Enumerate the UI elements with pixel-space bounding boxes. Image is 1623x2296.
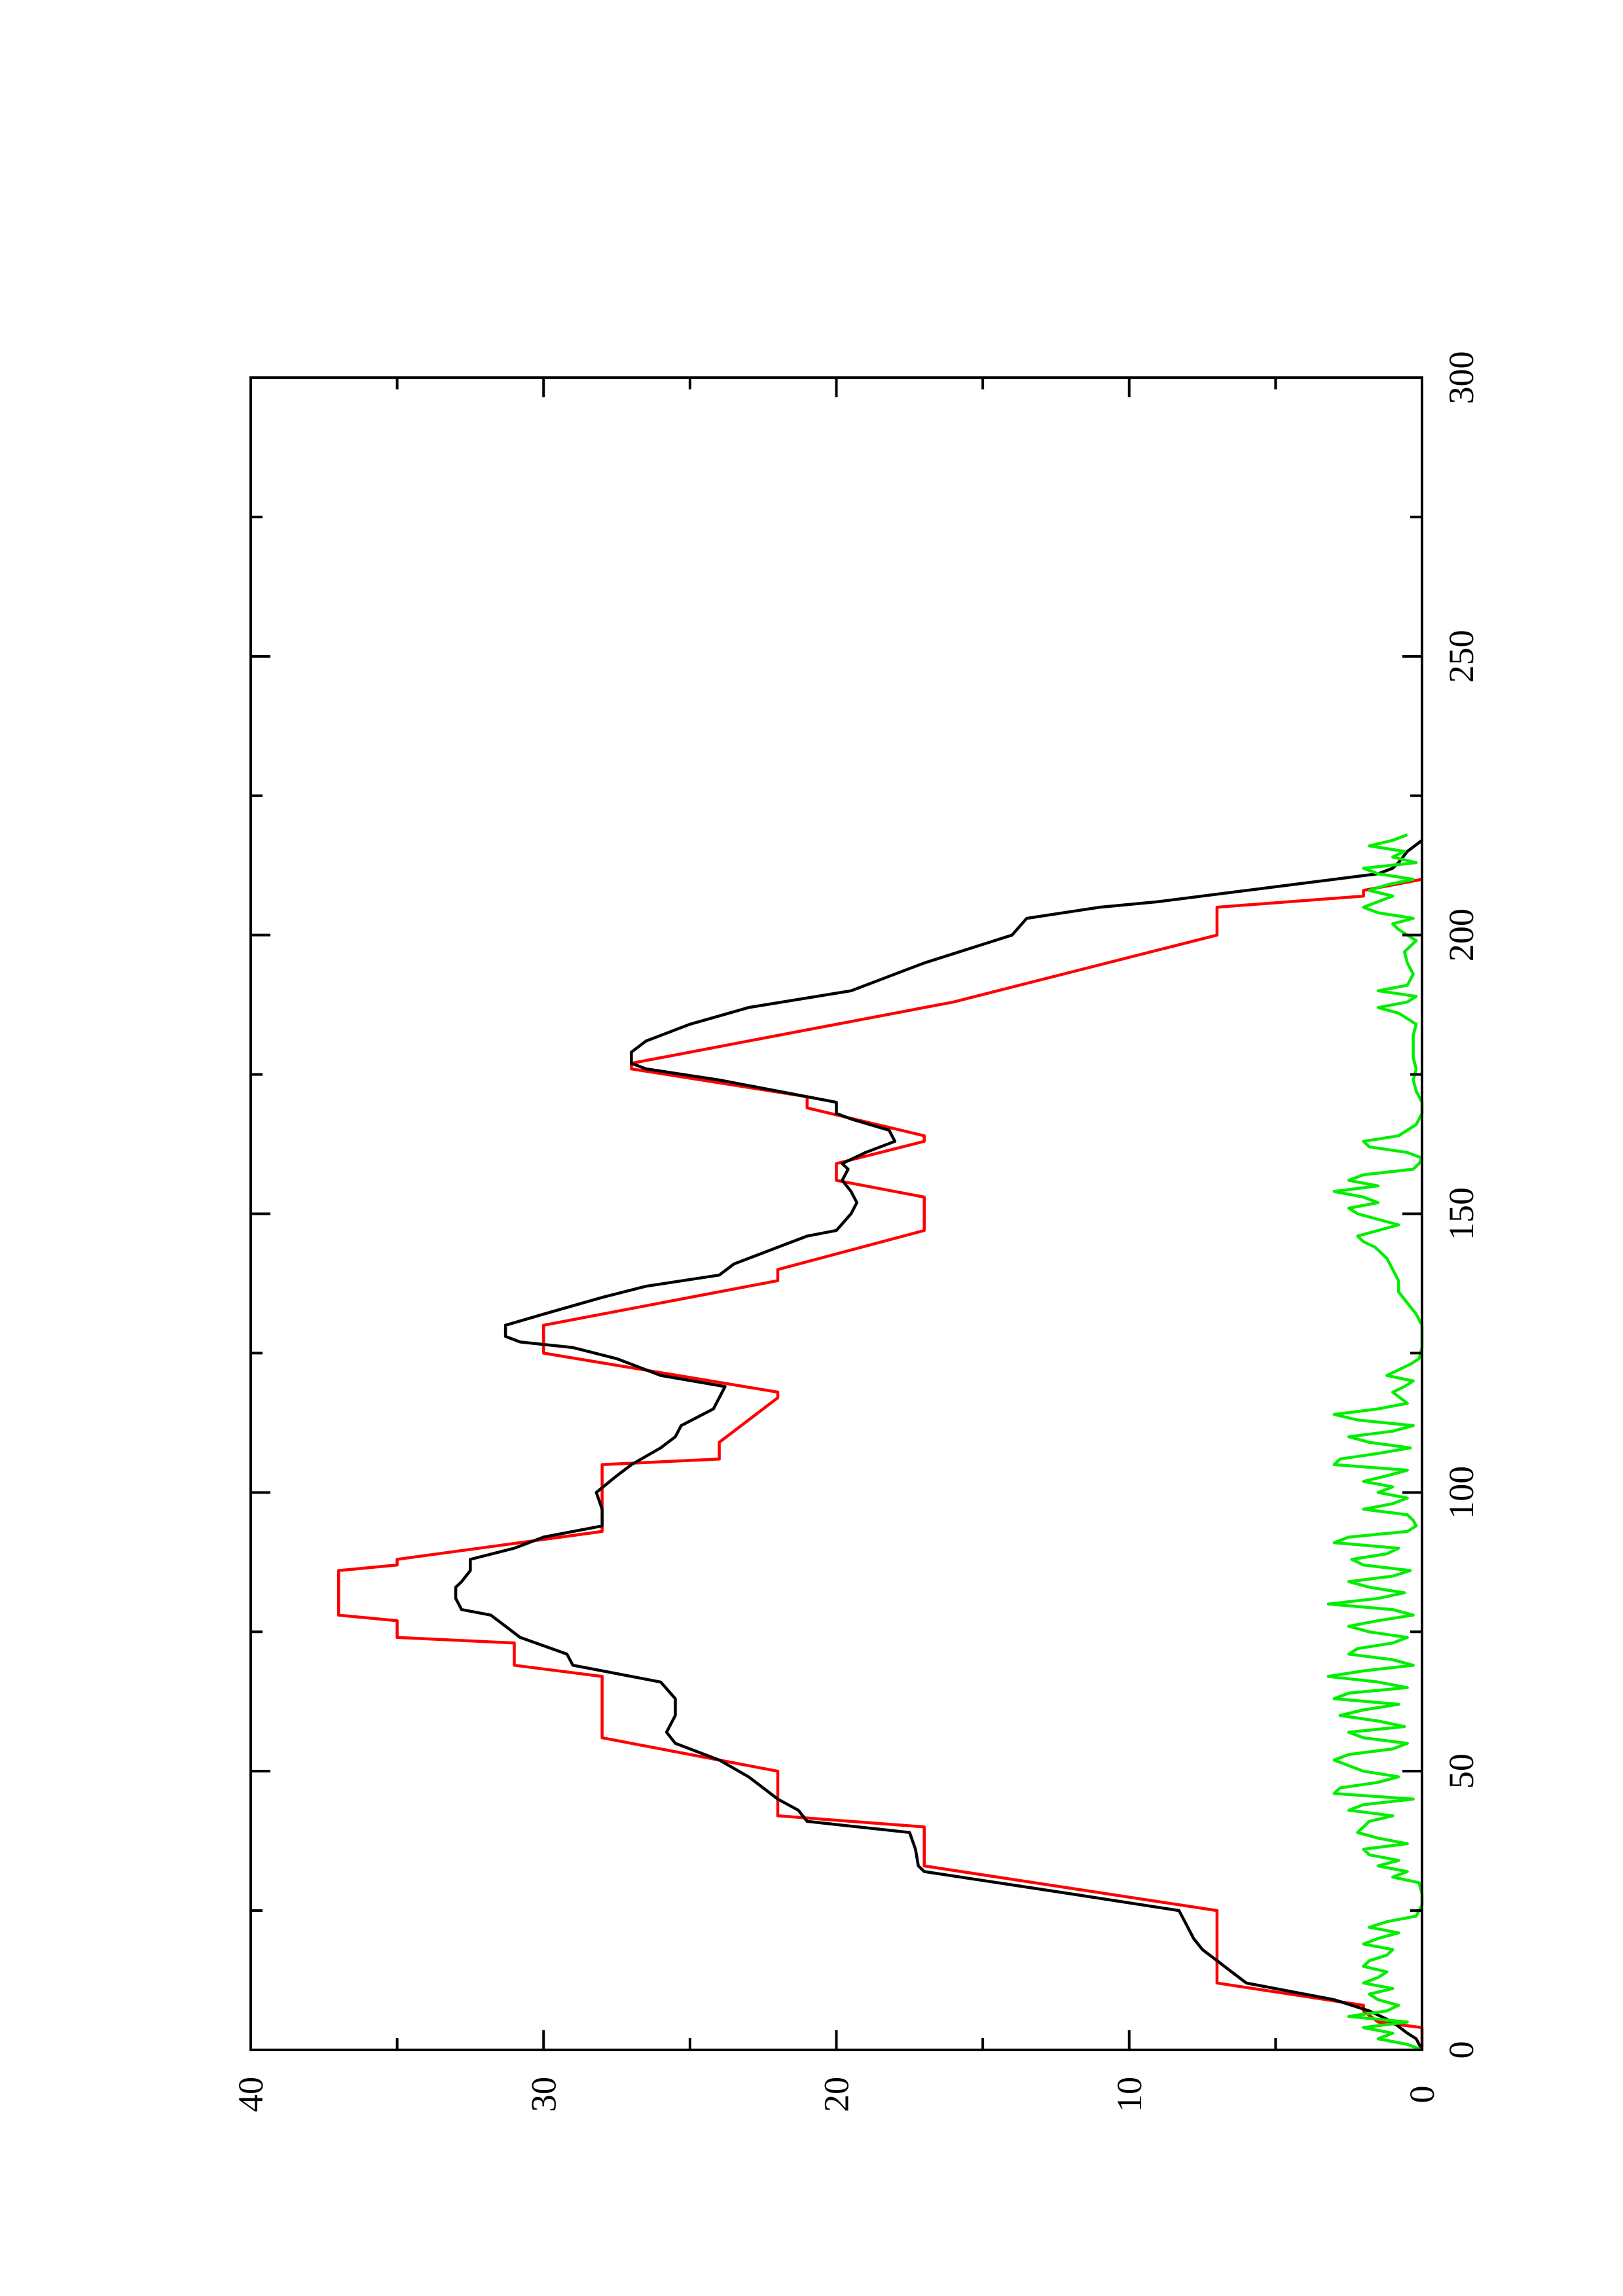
x-tick-label: 150 <box>1442 1187 1481 1240</box>
x-tick-label: 300 <box>1442 351 1481 404</box>
y-tick-label: 30 <box>524 2077 563 2112</box>
y-tick-label: 0 <box>1402 2086 1442 2104</box>
x-tick-label: 0 <box>1442 2041 1481 2059</box>
plot-area <box>337 833 1424 2052</box>
plot-frame <box>249 376 1423 2051</box>
tick-labels: 0 50 100 150 200 250 300 0 10 20 30 40 <box>231 351 1481 2113</box>
y-tick-label: 10 <box>1110 2077 1149 2112</box>
axis-ticks <box>249 376 1423 2051</box>
green-series-line <box>1326 833 1424 2052</box>
y-tick-label: 40 <box>231 2077 270 2112</box>
x-tick-label: 100 <box>1442 1466 1481 1519</box>
x-tick-label: 250 <box>1442 630 1481 683</box>
red-step-series-line <box>337 878 1424 2050</box>
y-tick-label: 20 <box>817 2077 856 2112</box>
black-series-line <box>454 839 1423 2051</box>
x-tick-label: 50 <box>1442 1753 1481 1789</box>
x-tick-label: 200 <box>1442 908 1481 961</box>
